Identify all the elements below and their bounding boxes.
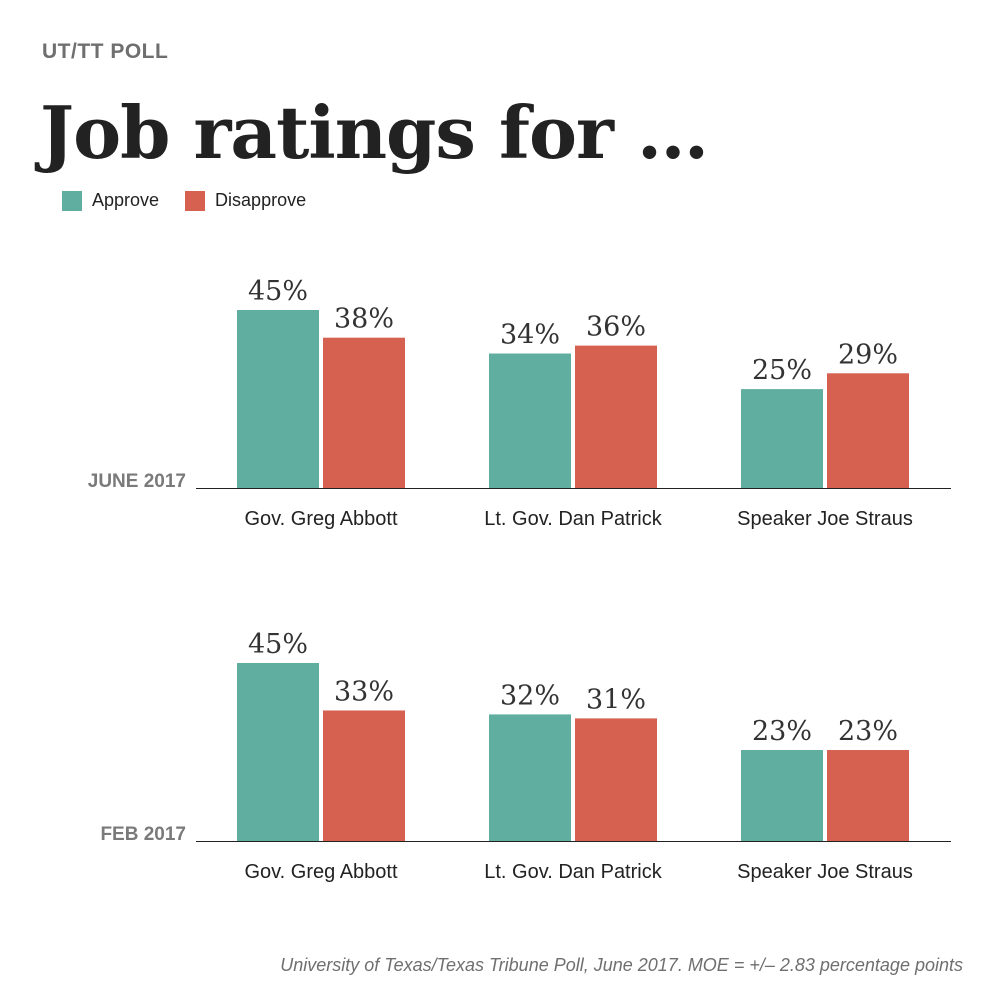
data-label: 45% — [248, 629, 308, 660]
source-note: University of Texas/Texas Tribune Poll, … — [280, 955, 963, 975]
data-label: 23% — [838, 716, 898, 747]
bar-approve — [237, 663, 319, 841]
category-label: Lt. Gov. Dan Patrick — [484, 508, 662, 530]
category-label: Speaker Joe Straus — [737, 508, 913, 530]
legend-swatch-approve — [62, 190, 82, 211]
data-label: 45% — [248, 276, 308, 307]
legend-item-disapprove: Disapprove — [185, 190, 306, 211]
bar-disapprove — [575, 718, 657, 841]
bar-approve — [489, 714, 571, 841]
data-label: 25% — [752, 355, 812, 386]
category-label: Gov. Greg Abbott — [244, 508, 397, 530]
bar-approve — [741, 750, 823, 841]
legend-swatch-disapprove — [185, 190, 206, 211]
data-label: 38% — [334, 304, 394, 335]
data-label: 31% — [586, 684, 646, 715]
bar-approve — [489, 353, 571, 488]
legend-item-approve: Approve — [62, 190, 159, 211]
data-label: 33% — [334, 676, 394, 707]
data-label: 34% — [500, 320, 560, 351]
bar-disapprove — [827, 750, 909, 841]
bar-approve — [237, 310, 319, 488]
data-label: 36% — [586, 312, 646, 343]
legend-label-approve: Approve — [92, 190, 160, 210]
category-label: Lt. Gov. Dan Patrick — [484, 861, 662, 883]
bar-disapprove — [575, 345, 657, 488]
data-label: 23% — [752, 716, 812, 747]
bar-approve — [741, 389, 823, 488]
data-label: 29% — [838, 339, 898, 370]
data-label: 32% — [500, 680, 560, 711]
legend-label-disapprove: Disapprove — [215, 190, 307, 210]
chart-title: Job ratings for … — [40, 90, 709, 175]
period-label: JUNE 2017 — [88, 471, 186, 492]
legend: Approve Disapprove — [62, 190, 332, 211]
bar-disapprove — [827, 373, 909, 488]
bar-disapprove — [323, 710, 405, 841]
period-label: FEB 2017 — [100, 824, 186, 845]
category-label: Gov. Greg Abbott — [244, 861, 397, 883]
category-label: Speaker Joe Straus — [737, 861, 913, 883]
bar-disapprove — [323, 337, 405, 488]
chart-kicker: UT/TT POLL — [42, 40, 169, 63]
